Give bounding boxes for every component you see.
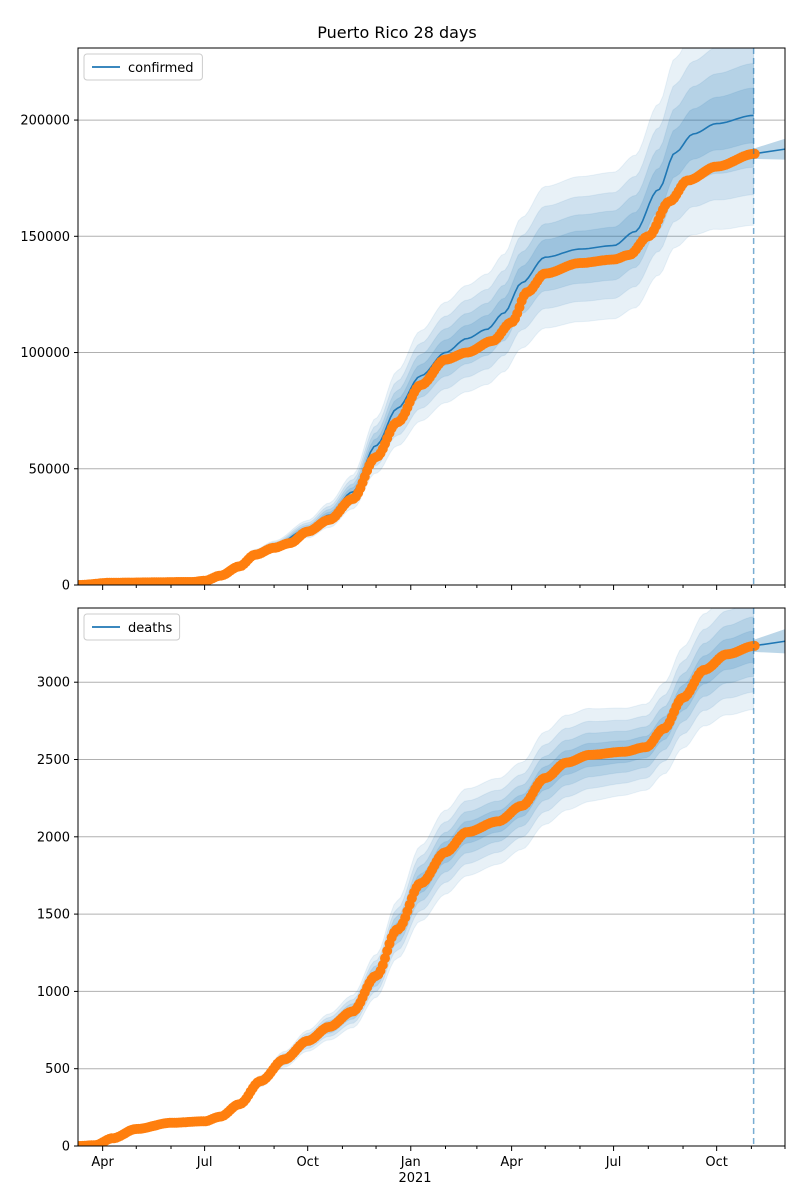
deaths-panel: 0 500 1000 1500 2000 2500 3000 deaths bbox=[37, 607, 786, 1155]
observed-point bbox=[749, 640, 760, 651]
date-axis: Apr Jul Oct Jan Apr Jul Oct bbox=[91, 1155, 727, 1170]
legend: deaths bbox=[83, 613, 181, 641]
x-tick-label: Jul bbox=[605, 1155, 622, 1170]
axes-frame bbox=[77, 607, 786, 1147]
y-tick-label: 200000 bbox=[20, 114, 70, 129]
y-tick-label: 0 bbox=[62, 579, 70, 594]
y-tick-label: 50000 bbox=[29, 462, 70, 477]
x-tick-label: Jul bbox=[196, 1155, 213, 1170]
x-tick-label: Oct bbox=[705, 1155, 727, 1170]
y-tick-label: 2000 bbox=[37, 830, 70, 845]
y-tick-label: 500 bbox=[45, 1062, 70, 1077]
y-tick-label: 0 bbox=[62, 1140, 70, 1155]
x-tick-label: Oct bbox=[296, 1155, 318, 1170]
y-tick-label: 100000 bbox=[20, 346, 70, 361]
forecast-band bbox=[753, 629, 785, 654]
observed-series bbox=[78, 640, 760, 1146]
y-tick-label: 3000 bbox=[37, 676, 70, 691]
confirmed-panel: 0 50000 100000 150000 200000 confirmed bbox=[20, 47, 786, 594]
x-tick-label: Jan bbox=[400, 1155, 421, 1170]
forecast-band bbox=[753, 138, 785, 160]
axes-frame bbox=[77, 47, 786, 586]
observed-point bbox=[749, 148, 760, 159]
legend-label: confirmed bbox=[128, 61, 194, 76]
plot-area bbox=[78, 608, 785, 1146]
chart-title: Puerto Rico 28 days bbox=[317, 23, 477, 42]
y-tick-label: 150000 bbox=[20, 230, 70, 245]
y-tick-label: 1000 bbox=[37, 985, 70, 1000]
year-label: 2021 bbox=[398, 1171, 431, 1186]
x-tick-label: Apr bbox=[91, 1155, 114, 1170]
x-tick-label: Apr bbox=[500, 1155, 523, 1170]
y-tick-label: 2500 bbox=[37, 753, 70, 768]
legend: confirmed bbox=[83, 53, 203, 81]
legend-box bbox=[83, 53, 203, 81]
plot-area bbox=[78, 48, 785, 585]
observed-series bbox=[78, 148, 760, 585]
legend-box bbox=[83, 613, 181, 641]
y-tick-label: 1500 bbox=[37, 908, 70, 923]
legend-label: deaths bbox=[128, 621, 173, 636]
